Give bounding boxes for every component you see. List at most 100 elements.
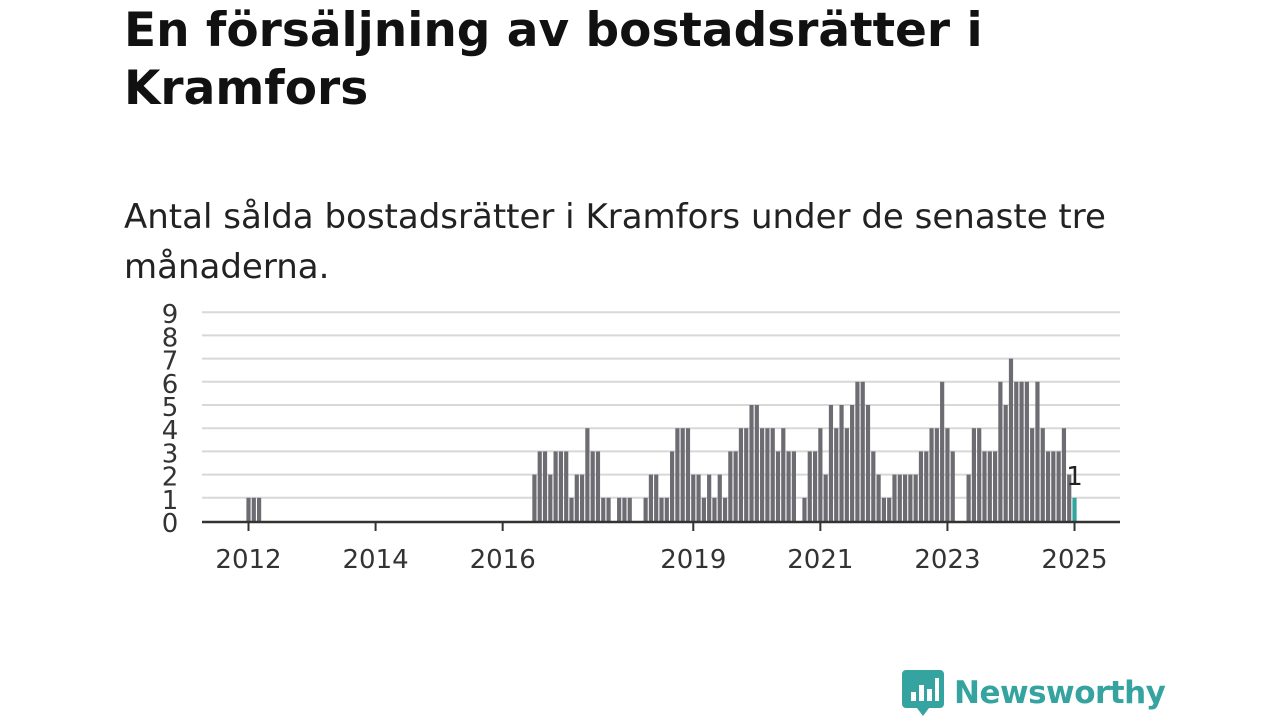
bar: [251, 497, 256, 521]
bar: [940, 381, 945, 521]
bar: [670, 451, 675, 521]
bar: [532, 474, 537, 521]
bar: [1045, 451, 1051, 521]
bar: [712, 497, 717, 521]
bar: [733, 451, 738, 521]
bar: [558, 451, 564, 521]
bar: [617, 497, 622, 521]
y-tick-label: 1: [162, 486, 179, 516]
bar: [908, 474, 913, 521]
bar: [876, 474, 881, 521]
bar: [685, 428, 691, 521]
bar: [860, 381, 865, 521]
bar: [998, 381, 1003, 521]
bar: [812, 451, 818, 521]
bar: [839, 405, 844, 521]
bar: [924, 451, 929, 521]
bar: [537, 451, 542, 521]
bar: [1030, 428, 1035, 521]
bar: [606, 497, 611, 521]
bar: [1014, 381, 1019, 521]
bar: [802, 497, 807, 521]
bar: [897, 474, 902, 521]
bar: [553, 451, 558, 521]
bar: [256, 497, 262, 521]
bar: [680, 428, 685, 521]
data-labels: 1: [1066, 462, 1083, 492]
bar: [871, 451, 876, 521]
gridlines: [202, 311, 1120, 499]
bar: [622, 497, 627, 521]
bar: [977, 428, 982, 521]
x-tick-label: 2012: [215, 545, 281, 575]
bar: [579, 474, 585, 521]
bar: [887, 497, 892, 521]
bar: [659, 497, 664, 521]
brand-name: Newsworthy: [954, 675, 1166, 711]
brand-logo: Newsworthy: [902, 670, 1166, 716]
bar: [1072, 497, 1077, 521]
bar: [791, 451, 796, 521]
bar: [913, 474, 918, 521]
x-tick-label: 2023: [914, 545, 980, 575]
bar: [934, 428, 939, 521]
bar: [648, 474, 654, 521]
bar: [1035, 381, 1040, 521]
bar: [834, 428, 839, 521]
chart-title: En försäljning av bostadsrätter i Kramfo…: [124, 3, 983, 116]
chart-subtitle: Antal sålda bostadsrätter i Kramfors und…: [124, 197, 1106, 287]
bar: [1051, 451, 1056, 521]
bar: [966, 474, 971, 521]
newsworthy-logo-icon: [902, 670, 944, 716]
bar: [1008, 358, 1014, 521]
bar: [850, 405, 855, 521]
x-tick-label: 2016: [470, 545, 536, 575]
bar: [590, 451, 595, 521]
bar: [675, 428, 680, 521]
bar: [664, 497, 669, 521]
bar: [818, 428, 823, 521]
y-tick-label: 4: [162, 416, 179, 446]
bar: [246, 497, 251, 521]
bar: [855, 381, 860, 521]
bar: [950, 451, 955, 521]
bar: [548, 474, 553, 521]
bar: [564, 451, 569, 521]
bar: [654, 474, 659, 521]
bar: [627, 497, 632, 521]
bar: [881, 497, 886, 521]
bar: [691, 474, 696, 521]
bar: [786, 451, 791, 521]
bar: [696, 474, 701, 521]
bar: [844, 428, 849, 521]
bar: [929, 428, 934, 521]
bar: [781, 428, 786, 521]
bar: [754, 405, 759, 521]
bar: [542, 451, 548, 521]
x-tick-label: 2019: [660, 545, 726, 575]
bar: [765, 428, 770, 521]
bar: [738, 428, 744, 521]
bar: [595, 451, 601, 521]
bar: [992, 451, 998, 521]
y-tick-label: 8: [162, 323, 179, 353]
bar: [717, 474, 722, 521]
y-tick-label: 6: [162, 370, 179, 400]
bar: [865, 405, 871, 521]
bar: [1056, 451, 1061, 521]
y-tick-label: 3: [162, 439, 179, 469]
x-tick-label: 2025: [1041, 545, 1107, 575]
bar: [918, 451, 924, 521]
bar: [892, 474, 897, 521]
bar: [707, 474, 712, 521]
bar: [775, 451, 781, 521]
bar: [987, 451, 992, 521]
bar: [828, 405, 834, 521]
y-tick-label: 0: [162, 509, 179, 539]
bar: [902, 474, 908, 521]
bar: [945, 428, 950, 521]
bar: [760, 428, 765, 521]
bar: [770, 428, 775, 521]
